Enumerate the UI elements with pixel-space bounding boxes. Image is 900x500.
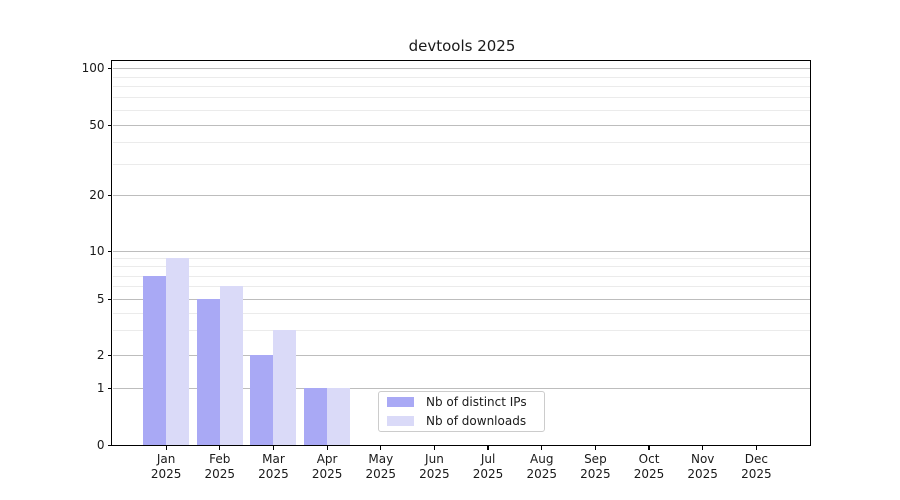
x-tick-jul bbox=[487, 446, 489, 450]
y-tick-50 bbox=[107, 125, 112, 127]
gridline-major-20 bbox=[112, 195, 810, 196]
gridline-minor-7 bbox=[112, 275, 810, 277]
y-tick-label-0: 0 bbox=[96, 437, 105, 452]
x-tick-year-mar: 2025 bbox=[258, 467, 289, 481]
x-tick-jun bbox=[433, 446, 435, 450]
gridline-minor-6 bbox=[112, 286, 810, 288]
x-tick-year-jun: 2025 bbox=[419, 467, 450, 481]
bar-downloads-mar bbox=[273, 330, 297, 445]
gridline-minor-8 bbox=[112, 266, 810, 268]
x-tick-mar bbox=[272, 446, 275, 450]
x-tick-may bbox=[380, 446, 382, 450]
y-tick-label-100: 100 bbox=[81, 60, 105, 75]
x-tick-year-feb: 2025 bbox=[204, 467, 236, 481]
y-tick-10 bbox=[107, 251, 112, 253]
x-tick-dec bbox=[755, 446, 757, 450]
x-tick-year-apr: 2025 bbox=[311, 467, 343, 481]
x-tick-year-jan: 2025 bbox=[150, 467, 182, 481]
x-tick-label-feb: Feb 2025 bbox=[190, 452, 250, 482]
gridline-minor-60 bbox=[112, 110, 810, 111]
bar-distinct-ips-jan bbox=[143, 275, 167, 445]
x-tick-apr bbox=[326, 446, 328, 450]
x-tick-label-aug: Aug 2025 bbox=[512, 452, 572, 482]
x-tick-label-jun: Jun 2025 bbox=[404, 452, 464, 482]
x-tick-year-dec: 2025 bbox=[741, 467, 772, 481]
x-tick-label-dec: Dec 2025 bbox=[726, 452, 786, 482]
y-tick-5 bbox=[107, 299, 112, 301]
x-tick-label-jul: Jul 2025 bbox=[458, 452, 518, 482]
x-tick-year-sep: 2025 bbox=[580, 467, 611, 481]
y-tick-label-10: 10 bbox=[89, 243, 105, 258]
gridline-major-10 bbox=[112, 251, 810, 252]
legend-label-distinct-ips: Nb of distinct IPs bbox=[426, 395, 527, 410]
bar-downloads-apr bbox=[327, 388, 351, 445]
legend: Nb of distinct IPs Nb of downloads bbox=[378, 391, 545, 432]
x-tick-label-apr: Apr 2025 bbox=[297, 452, 357, 482]
x-tick-aug bbox=[541, 446, 543, 450]
top-spine bbox=[111, 60, 812, 62]
bar-distinct-ips-apr bbox=[304, 388, 328, 445]
y-tick-1 bbox=[107, 388, 112, 390]
gridline-minor-9 bbox=[112, 258, 810, 260]
y-tick-label-50: 50 bbox=[89, 117, 105, 132]
legend-swatch-distinct-ips bbox=[387, 397, 414, 408]
x-tick-jan bbox=[165, 446, 167, 450]
x-tick-oct bbox=[648, 446, 650, 450]
y-tick-label-20: 20 bbox=[89, 187, 105, 202]
x-tick-year-may: 2025 bbox=[365, 467, 397, 481]
x-tick-sep bbox=[594, 446, 596, 450]
x-tick-label-may: May 2025 bbox=[351, 452, 411, 482]
gridline-minor-40 bbox=[112, 142, 810, 144]
x-tick-label-oct: Oct 2025 bbox=[619, 452, 679, 482]
y-tick-0 bbox=[107, 445, 112, 447]
y-axis-line bbox=[111, 60, 113, 446]
legend-label-downloads: Nb of downloads bbox=[426, 413, 527, 428]
bar-distinct-ips-feb bbox=[196, 299, 220, 445]
x-axis-line bbox=[111, 445, 812, 447]
x-tick-year-aug: 2025 bbox=[526, 467, 557, 481]
gridline-minor-90 bbox=[112, 76, 810, 78]
y-tick-label-2: 2 bbox=[96, 347, 105, 362]
x-tick-nov bbox=[702, 446, 704, 450]
x-tick-year-jul: 2025 bbox=[472, 467, 504, 481]
y-tick-20 bbox=[107, 195, 112, 197]
x-tick-label-nov: Nov 2025 bbox=[673, 452, 733, 482]
gridline-major-100 bbox=[112, 68, 810, 69]
y-tick-2 bbox=[107, 355, 112, 357]
chart-title: devtools 2025 bbox=[408, 37, 516, 55]
x-tick-year-nov: 2025 bbox=[687, 467, 718, 481]
x-tick-feb bbox=[219, 446, 221, 450]
gridline-minor-30 bbox=[112, 164, 810, 166]
y-tick-label-5: 5 bbox=[96, 291, 105, 306]
x-tick-year-oct: 2025 bbox=[633, 467, 665, 481]
bar-distinct-ips-mar bbox=[250, 355, 274, 445]
bar-downloads-feb bbox=[219, 286, 243, 445]
x-tick-label-sep: Sep 2025 bbox=[565, 452, 625, 482]
right-spine bbox=[810, 60, 812, 446]
gridline-major-50 bbox=[112, 125, 810, 126]
gridline-minor-80 bbox=[112, 86, 810, 88]
legend-entry-distinct-ips: Nb of distinct IPs bbox=[379, 394, 544, 410]
x-tick-label-jan: Jan 2025 bbox=[136, 452, 196, 482]
y-tick-label-1: 1 bbox=[96, 380, 105, 395]
y-tick-100 bbox=[107, 68, 112, 70]
legend-swatch-downloads bbox=[387, 415, 414, 426]
x-tick-label-mar: Mar 2025 bbox=[243, 452, 303, 482]
bar-downloads-jan bbox=[166, 258, 190, 445]
gridline-minor-70 bbox=[112, 97, 810, 99]
legend-entry-downloads: Nb of downloads bbox=[379, 413, 544, 429]
